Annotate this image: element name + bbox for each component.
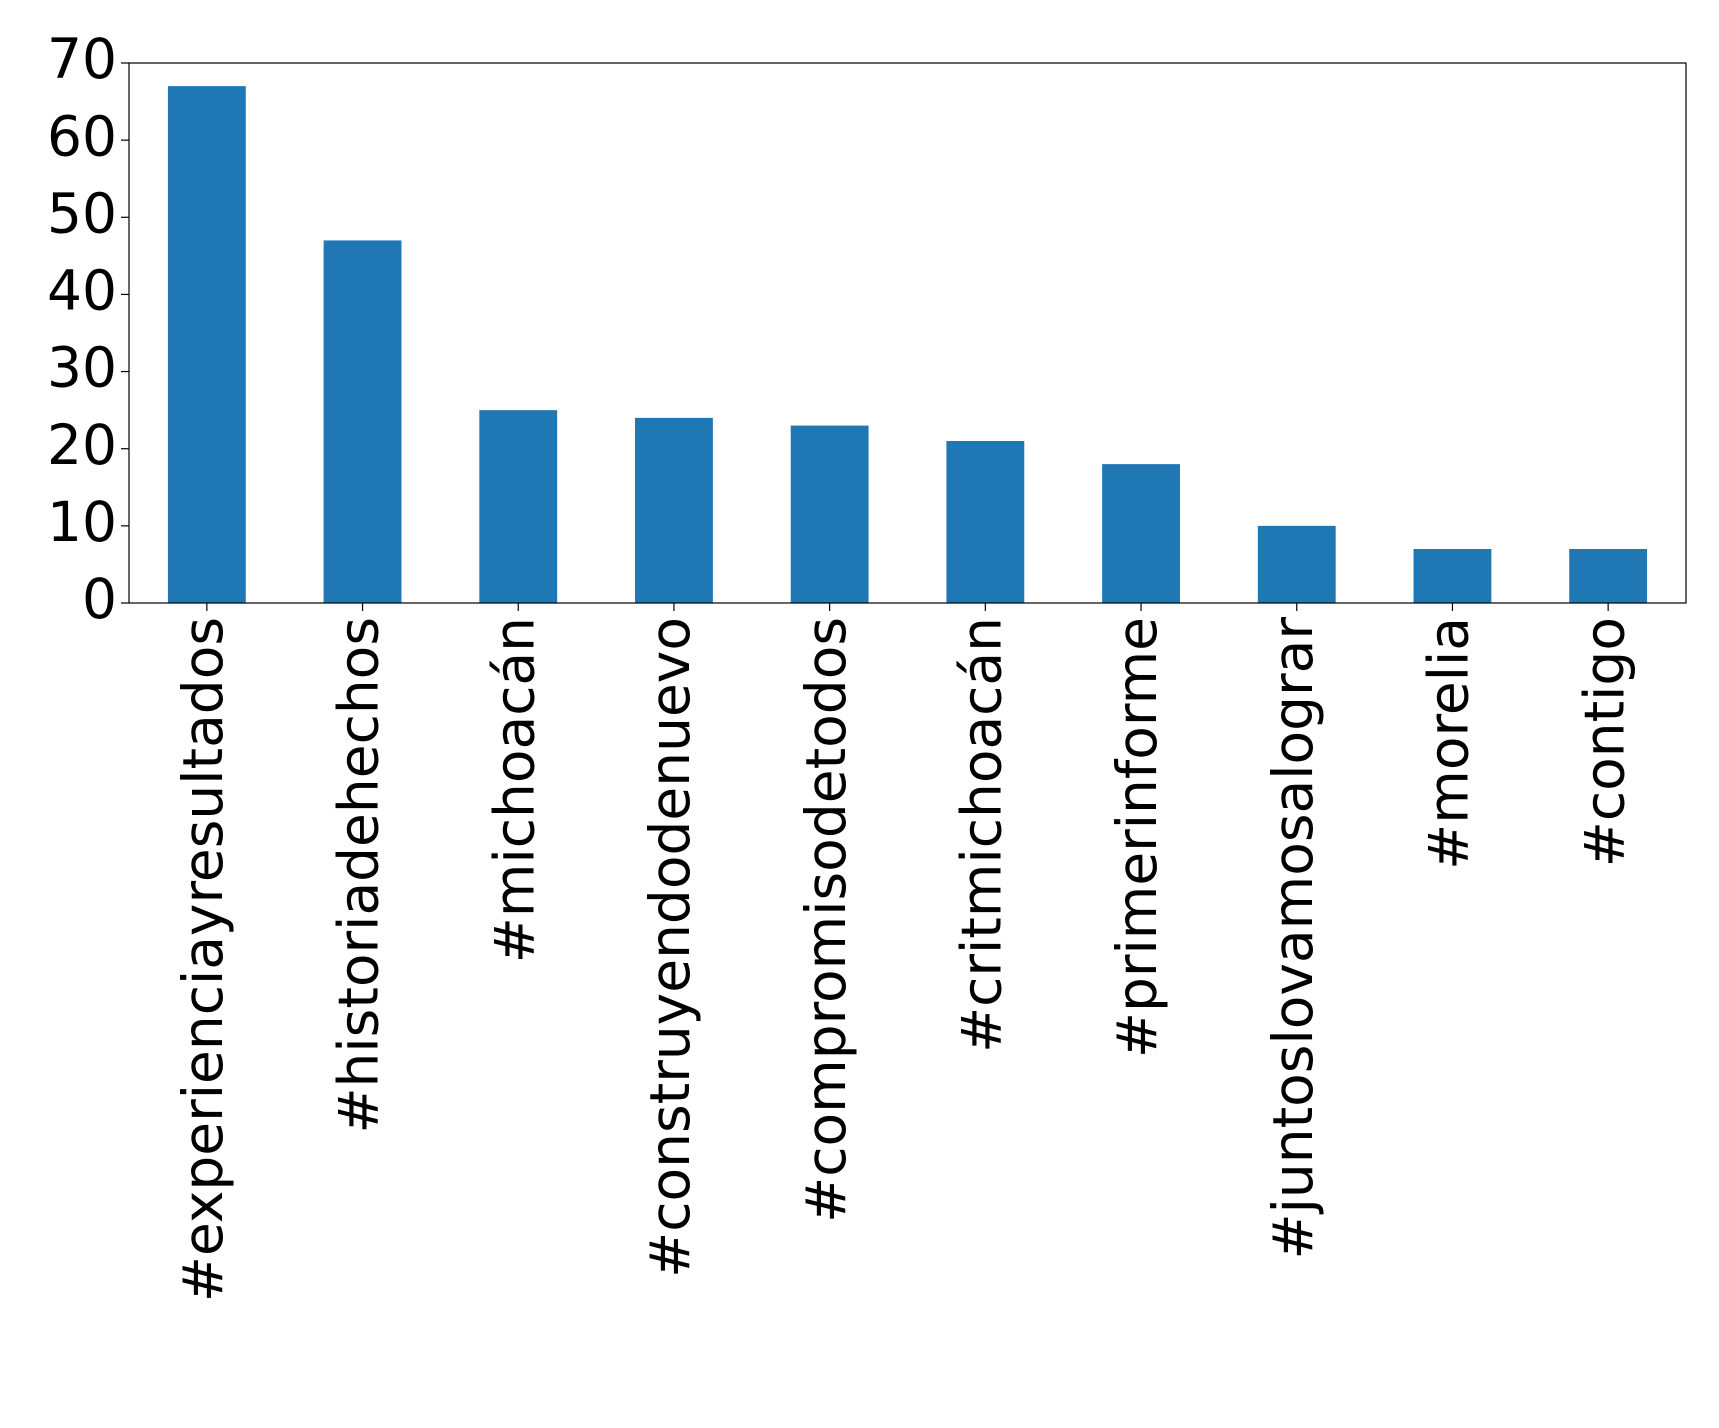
x-tick-label: #historiadehechos	[327, 617, 391, 1134]
y-tick-label: 20	[47, 413, 117, 477]
plot-frame	[128, 62, 1687, 604]
y-tick-label: 50	[47, 181, 117, 245]
bar	[1413, 549, 1492, 603]
y-tick-label: 30	[47, 336, 117, 400]
x-tick-label: #construyendodenuevo	[638, 617, 702, 1278]
x-tick-label: #contigo	[1572, 617, 1636, 867]
bar	[1569, 549, 1648, 603]
bar	[790, 425, 869, 603]
x-tick-label: #juntoslovamosalograr	[1261, 617, 1325, 1260]
y-tick-label: 0	[82, 567, 117, 631]
y-tick-label: 10	[47, 490, 117, 554]
y-tick-label: 70	[47, 27, 117, 91]
bar	[1257, 525, 1336, 603]
bar	[1102, 464, 1180, 603]
y-tick-label: 60	[47, 104, 117, 168]
x-tick-label: #critmichoacán	[949, 617, 1013, 1053]
x-tick-label: #compromisodetodos	[794, 617, 858, 1223]
x-tick-label: #experienciayresultados	[171, 617, 235, 1302]
bar	[946, 441, 1025, 603]
bar	[167, 86, 246, 603]
bar	[479, 410, 558, 603]
bar	[323, 240, 402, 603]
y-tick-label: 40	[47, 259, 117, 323]
x-tick-label: #michoacán	[482, 617, 546, 963]
bar	[635, 417, 713, 603]
x-tick-label: #morelia	[1417, 617, 1481, 870]
x-tick-label: #primerinforme	[1105, 617, 1169, 1058]
